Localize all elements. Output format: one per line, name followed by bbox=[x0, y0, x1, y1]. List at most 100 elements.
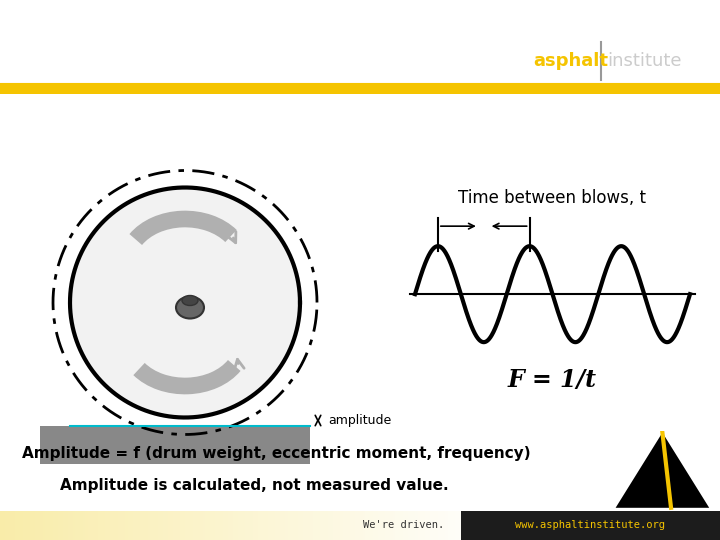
Bar bbox=[295, 511, 297, 540]
Bar bbox=[428, 511, 430, 540]
Bar bbox=[350, 511, 353, 540]
Bar bbox=[285, 511, 287, 540]
Bar bbox=[192, 511, 195, 540]
Polygon shape bbox=[616, 433, 709, 508]
Bar bbox=[17, 511, 20, 540]
Text: Amplitude is calculated, not measured value.: Amplitude is calculated, not measured va… bbox=[60, 478, 449, 493]
Bar bbox=[22, 511, 25, 540]
Bar bbox=[492, 511, 495, 540]
Bar bbox=[240, 511, 243, 540]
Bar bbox=[480, 511, 482, 540]
Bar bbox=[182, 511, 185, 540]
Bar bbox=[425, 511, 428, 540]
Bar bbox=[195, 511, 197, 540]
Bar bbox=[95, 511, 97, 540]
Bar bbox=[375, 511, 377, 540]
Bar bbox=[127, 511, 130, 540]
Bar bbox=[397, 511, 400, 540]
Bar bbox=[270, 511, 272, 540]
Bar bbox=[135, 511, 138, 540]
Bar bbox=[73, 511, 75, 540]
Bar bbox=[467, 511, 470, 540]
Bar bbox=[238, 511, 240, 540]
Bar bbox=[250, 511, 253, 540]
Bar bbox=[225, 511, 228, 540]
Bar bbox=[498, 511, 500, 540]
Bar bbox=[477, 511, 480, 540]
Bar bbox=[280, 511, 282, 540]
Bar bbox=[107, 511, 110, 540]
Bar bbox=[263, 511, 265, 540]
Text: Amplitude = f (drum weight, eccentric moment, frequency): Amplitude = f (drum weight, eccentric mo… bbox=[22, 446, 531, 461]
Bar bbox=[345, 511, 348, 540]
Bar bbox=[153, 511, 155, 540]
Bar bbox=[307, 511, 310, 540]
Text: Amplitude & Frequency: Amplitude & Frequency bbox=[18, 21, 569, 62]
Bar bbox=[355, 511, 358, 540]
Bar bbox=[387, 511, 390, 540]
Bar bbox=[470, 511, 472, 540]
Bar bbox=[150, 511, 153, 540]
Bar bbox=[88, 511, 90, 540]
Bar bbox=[413, 511, 415, 540]
Bar bbox=[312, 511, 315, 540]
Bar bbox=[148, 511, 150, 540]
Bar bbox=[165, 511, 168, 540]
Bar bbox=[450, 511, 452, 540]
Bar bbox=[90, 511, 92, 540]
Bar bbox=[457, 511, 460, 540]
Text: institute: institute bbox=[607, 52, 681, 70]
Bar bbox=[348, 511, 350, 540]
Bar bbox=[482, 511, 485, 540]
Bar bbox=[380, 511, 382, 540]
Bar bbox=[125, 511, 127, 540]
Bar bbox=[338, 511, 340, 540]
Bar bbox=[433, 511, 435, 540]
Bar bbox=[302, 511, 305, 540]
Bar bbox=[112, 511, 115, 540]
Bar bbox=[258, 511, 260, 540]
Bar bbox=[272, 511, 275, 540]
Text: amplitude: amplitude bbox=[328, 414, 391, 427]
Bar bbox=[443, 511, 445, 540]
Bar bbox=[245, 511, 248, 540]
Bar bbox=[287, 511, 290, 540]
Bar bbox=[452, 511, 455, 540]
Bar bbox=[315, 511, 318, 540]
Bar bbox=[340, 511, 343, 540]
Bar bbox=[132, 511, 135, 540]
Bar bbox=[365, 511, 367, 540]
Bar bbox=[110, 511, 112, 540]
Bar bbox=[63, 511, 65, 540]
Bar bbox=[50, 511, 53, 540]
Bar bbox=[335, 511, 338, 540]
Bar bbox=[360, 511, 362, 540]
Bar bbox=[465, 511, 467, 540]
Bar bbox=[230, 511, 233, 540]
Bar bbox=[275, 511, 277, 540]
Bar bbox=[145, 511, 148, 540]
Bar bbox=[60, 511, 63, 540]
Bar bbox=[408, 511, 410, 540]
Bar bbox=[68, 511, 70, 540]
Bar bbox=[305, 511, 307, 540]
Bar bbox=[187, 511, 190, 540]
Bar bbox=[448, 511, 450, 540]
Bar bbox=[140, 511, 143, 540]
Bar bbox=[205, 511, 207, 540]
Ellipse shape bbox=[182, 295, 198, 306]
Bar bbox=[220, 511, 222, 540]
Bar bbox=[138, 511, 140, 540]
Bar bbox=[70, 511, 73, 540]
Bar bbox=[265, 511, 268, 540]
Bar bbox=[83, 511, 85, 540]
Bar bbox=[117, 511, 120, 540]
Bar bbox=[392, 511, 395, 540]
Bar bbox=[20, 511, 22, 540]
Bar bbox=[243, 511, 245, 540]
Bar bbox=[290, 511, 292, 540]
Bar bbox=[160, 511, 163, 540]
Bar bbox=[217, 511, 220, 540]
Bar bbox=[97, 511, 100, 540]
Bar bbox=[78, 511, 80, 540]
